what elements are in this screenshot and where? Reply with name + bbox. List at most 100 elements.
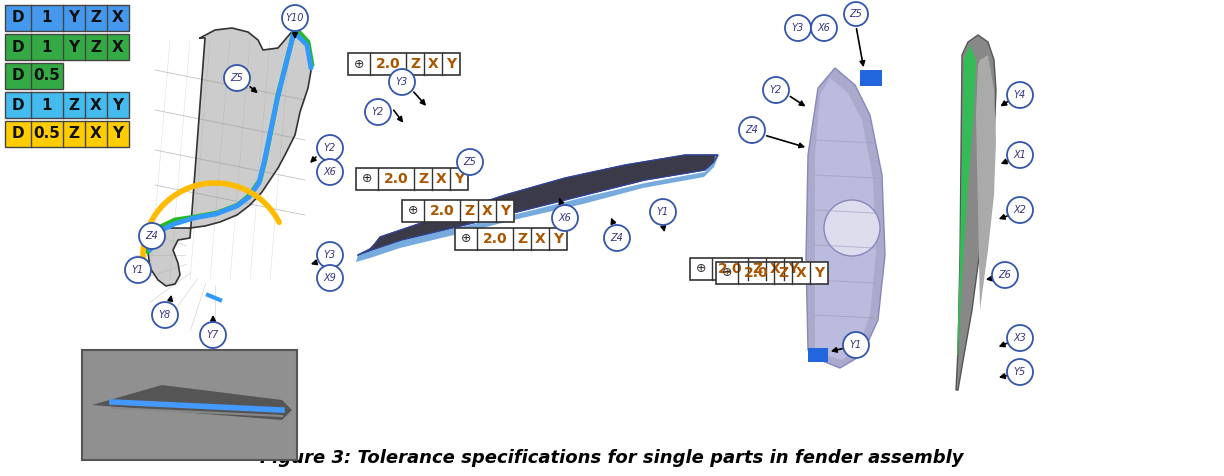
- Text: D: D: [12, 69, 24, 83]
- Text: Y4: Y4: [1013, 90, 1026, 100]
- Text: 0.5: 0.5: [33, 69, 60, 83]
- Text: Z5: Z5: [230, 73, 244, 83]
- Text: X: X: [91, 127, 102, 141]
- Circle shape: [763, 77, 789, 103]
- Circle shape: [200, 322, 226, 348]
- Text: Y: Y: [553, 232, 563, 246]
- Text: Y10: Y10: [285, 13, 305, 23]
- Text: X6: X6: [818, 23, 830, 33]
- Text: Y3: Y3: [324, 250, 337, 260]
- Text: Z6: Z6: [999, 270, 1011, 280]
- Text: Z5: Z5: [849, 9, 863, 19]
- Text: Y: Y: [113, 98, 124, 112]
- Polygon shape: [92, 385, 293, 420]
- Text: ⊕: ⊕: [362, 172, 372, 186]
- Text: 2.0: 2.0: [482, 232, 507, 246]
- FancyBboxPatch shape: [5, 63, 62, 89]
- Circle shape: [552, 205, 578, 231]
- Text: Z: Z: [91, 10, 102, 26]
- Text: ⊕: ⊕: [460, 232, 471, 246]
- Text: 1: 1: [42, 40, 53, 54]
- Text: Y5: Y5: [1013, 367, 1026, 377]
- FancyBboxPatch shape: [5, 34, 129, 60]
- Text: D: D: [12, 98, 24, 112]
- Text: X1: X1: [1013, 150, 1027, 160]
- FancyBboxPatch shape: [82, 350, 297, 460]
- Circle shape: [739, 117, 765, 143]
- Circle shape: [824, 200, 880, 256]
- Polygon shape: [956, 35, 996, 390]
- Text: Y3: Y3: [792, 23, 804, 33]
- Polygon shape: [357, 155, 718, 255]
- FancyBboxPatch shape: [401, 200, 514, 222]
- Text: Y2: Y2: [770, 85, 782, 95]
- Text: ⊕: ⊕: [722, 267, 732, 279]
- Circle shape: [812, 15, 837, 41]
- FancyBboxPatch shape: [860, 70, 883, 86]
- Text: 2.0: 2.0: [744, 266, 769, 280]
- FancyBboxPatch shape: [808, 348, 827, 362]
- Text: Z: Z: [417, 172, 428, 186]
- Text: 2.0: 2.0: [383, 172, 409, 186]
- Circle shape: [650, 199, 676, 225]
- Circle shape: [152, 302, 177, 328]
- Text: X: X: [481, 204, 492, 218]
- Polygon shape: [356, 157, 718, 262]
- Text: Y: Y: [113, 127, 124, 141]
- Text: 0.5: 0.5: [33, 127, 60, 141]
- Text: D: D: [12, 10, 24, 26]
- FancyBboxPatch shape: [5, 121, 129, 147]
- Text: D: D: [12, 127, 24, 141]
- Polygon shape: [148, 28, 312, 286]
- FancyBboxPatch shape: [348, 53, 460, 75]
- Circle shape: [282, 5, 308, 31]
- Text: Y1: Y1: [849, 340, 862, 350]
- FancyBboxPatch shape: [455, 228, 567, 250]
- Text: X: X: [427, 57, 438, 71]
- Text: ⊕: ⊕: [354, 58, 365, 70]
- Text: Y: Y: [446, 57, 457, 71]
- Text: 1: 1: [42, 10, 53, 26]
- Circle shape: [317, 265, 343, 291]
- Polygon shape: [976, 55, 996, 310]
- Circle shape: [843, 332, 869, 358]
- Text: X: X: [113, 40, 124, 54]
- Text: Z: Z: [464, 204, 474, 218]
- Text: Y: Y: [454, 172, 464, 186]
- Polygon shape: [957, 45, 976, 355]
- Polygon shape: [805, 68, 885, 368]
- Text: Y7: Y7: [207, 330, 219, 340]
- Circle shape: [125, 257, 151, 283]
- Circle shape: [603, 225, 630, 251]
- Text: Y1: Y1: [132, 265, 144, 275]
- Polygon shape: [815, 78, 876, 360]
- Text: ⊕: ⊕: [695, 262, 706, 276]
- Circle shape: [1007, 82, 1033, 108]
- Circle shape: [457, 149, 483, 175]
- Text: X6: X6: [323, 167, 337, 177]
- FancyBboxPatch shape: [5, 5, 129, 31]
- Text: D: D: [12, 40, 24, 54]
- Text: Z: Z: [778, 266, 788, 280]
- Text: X3: X3: [1013, 333, 1027, 343]
- Text: X: X: [113, 10, 124, 26]
- Text: Z: Z: [69, 98, 80, 112]
- Text: Z4: Z4: [745, 125, 759, 135]
- Circle shape: [785, 15, 812, 41]
- Circle shape: [317, 135, 343, 161]
- Circle shape: [317, 242, 343, 268]
- Text: Y: Y: [69, 10, 80, 26]
- Text: Y: Y: [499, 204, 510, 218]
- Text: X: X: [91, 98, 102, 112]
- Text: Y3: Y3: [395, 77, 408, 87]
- FancyBboxPatch shape: [356, 168, 468, 190]
- Text: X2: X2: [1013, 205, 1027, 215]
- Circle shape: [991, 262, 1018, 288]
- FancyBboxPatch shape: [716, 262, 827, 284]
- Text: X: X: [770, 262, 781, 276]
- Text: 1: 1: [42, 98, 53, 112]
- Text: Z: Z: [69, 127, 80, 141]
- Text: 2.0: 2.0: [376, 57, 400, 71]
- Circle shape: [389, 69, 415, 95]
- Circle shape: [1007, 325, 1033, 351]
